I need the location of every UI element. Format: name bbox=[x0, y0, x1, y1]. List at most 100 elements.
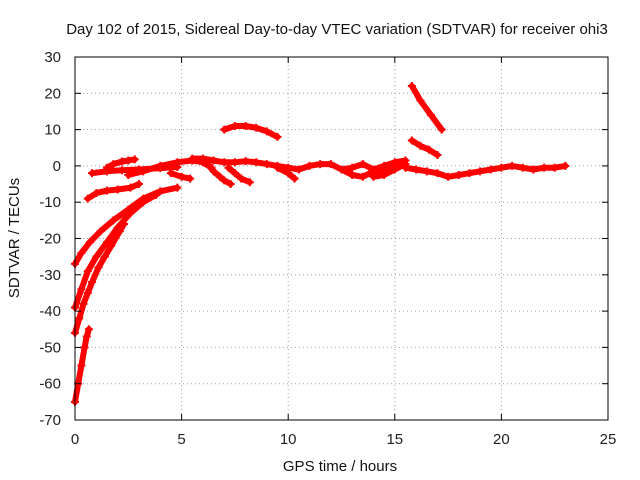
data-point bbox=[241, 157, 250, 166]
series-track-j bbox=[188, 154, 410, 174]
data-point bbox=[88, 169, 97, 178]
data-point bbox=[407, 82, 416, 91]
data-point bbox=[92, 189, 101, 198]
data-point bbox=[220, 158, 229, 167]
series-track-n bbox=[273, 163, 299, 183]
data-point bbox=[109, 216, 118, 225]
series-track-s bbox=[401, 161, 570, 181]
data-point bbox=[348, 170, 357, 179]
data-point bbox=[380, 170, 389, 179]
x-tick-label: 20 bbox=[493, 431, 510, 448]
data-point bbox=[424, 145, 433, 154]
data-point bbox=[109, 160, 118, 169]
series-line bbox=[408, 83, 445, 133]
data-point bbox=[427, 111, 436, 120]
data-point bbox=[220, 176, 229, 185]
data-point bbox=[173, 158, 182, 167]
series-track-c bbox=[71, 219, 129, 337]
data-point bbox=[230, 169, 239, 178]
data-point bbox=[422, 167, 431, 176]
data-point bbox=[237, 174, 246, 183]
series-line bbox=[402, 162, 569, 180]
data-point bbox=[390, 165, 399, 174]
data-point bbox=[139, 198, 148, 207]
data-point bbox=[100, 252, 109, 261]
y-tick-label: 0 bbox=[53, 158, 61, 175]
data-point bbox=[124, 170, 133, 179]
data-point bbox=[92, 252, 101, 261]
data-point bbox=[326, 160, 335, 169]
series-track-l bbox=[224, 163, 254, 187]
series-line bbox=[225, 164, 253, 186]
data-point bbox=[416, 141, 425, 150]
data-point bbox=[412, 165, 421, 174]
data-point bbox=[369, 172, 378, 181]
y-tick-label: 10 bbox=[44, 122, 61, 139]
data-point bbox=[94, 263, 103, 272]
data-point bbox=[173, 183, 182, 192]
data-point bbox=[220, 125, 229, 134]
data-point bbox=[337, 165, 346, 174]
data-point bbox=[107, 241, 116, 250]
plot-frame bbox=[74, 56, 609, 421]
y-axis-label: SDTVAR / TECUs bbox=[6, 178, 23, 298]
data-point bbox=[130, 155, 139, 164]
data-point bbox=[561, 161, 570, 170]
data-point bbox=[113, 185, 122, 194]
data-point bbox=[215, 172, 224, 181]
data-point bbox=[252, 123, 261, 132]
data-point bbox=[508, 161, 517, 170]
data-point bbox=[550, 163, 559, 172]
series-track-g bbox=[102, 155, 139, 172]
data-point bbox=[476, 167, 485, 176]
series-line bbox=[408, 137, 441, 158]
data-point bbox=[358, 172, 367, 181]
data-series bbox=[71, 82, 570, 406]
x-tick-label: 25 bbox=[600, 431, 617, 448]
data-point bbox=[198, 154, 207, 163]
series-track-k bbox=[205, 161, 235, 189]
series-line bbox=[72, 221, 127, 336]
y-tick-label: 20 bbox=[44, 85, 61, 102]
data-point bbox=[407, 136, 416, 145]
x-tick-label: 5 bbox=[177, 431, 185, 448]
data-point bbox=[126, 183, 135, 192]
y-tick-label: -10 bbox=[39, 194, 61, 211]
data-point bbox=[77, 285, 86, 294]
data-point bbox=[518, 163, 527, 172]
data-point bbox=[209, 167, 218, 176]
data-point bbox=[416, 96, 425, 105]
data-point bbox=[102, 186, 111, 195]
data-point bbox=[139, 167, 148, 176]
data-point bbox=[75, 314, 84, 323]
series-track-q bbox=[407, 82, 446, 134]
data-point bbox=[83, 194, 92, 203]
data-point bbox=[252, 158, 261, 167]
axis-ticks: 0 5 10 15 20 25 30 20 10 0 -10 -20 -30 -40 -50 -60 -70 bbox=[39, 49, 616, 448]
data-point bbox=[358, 160, 367, 169]
data-point bbox=[230, 121, 239, 130]
data-point bbox=[486, 165, 495, 174]
data-point bbox=[290, 174, 299, 183]
data-point bbox=[529, 165, 538, 174]
data-point bbox=[77, 249, 86, 258]
series-track-d bbox=[71, 325, 93, 406]
y-tick-label: -30 bbox=[39, 267, 61, 284]
series-line bbox=[370, 161, 409, 180]
data-point bbox=[284, 169, 293, 178]
data-point bbox=[134, 180, 143, 189]
data-point bbox=[124, 156, 133, 165]
data-point bbox=[102, 163, 111, 172]
y-tick-label: -20 bbox=[39, 231, 61, 248]
data-point bbox=[126, 209, 135, 218]
data-point bbox=[497, 163, 506, 172]
series-track-i bbox=[166, 169, 195, 183]
data-point bbox=[273, 132, 282, 141]
data-point bbox=[83, 267, 92, 276]
data-point bbox=[262, 160, 271, 169]
data-point bbox=[454, 170, 463, 179]
y-tick-label: -70 bbox=[39, 412, 61, 429]
data-point bbox=[205, 161, 214, 170]
chart-title: Day 102 of 2015, Sidereal Day-to-day VTE… bbox=[66, 21, 608, 38]
